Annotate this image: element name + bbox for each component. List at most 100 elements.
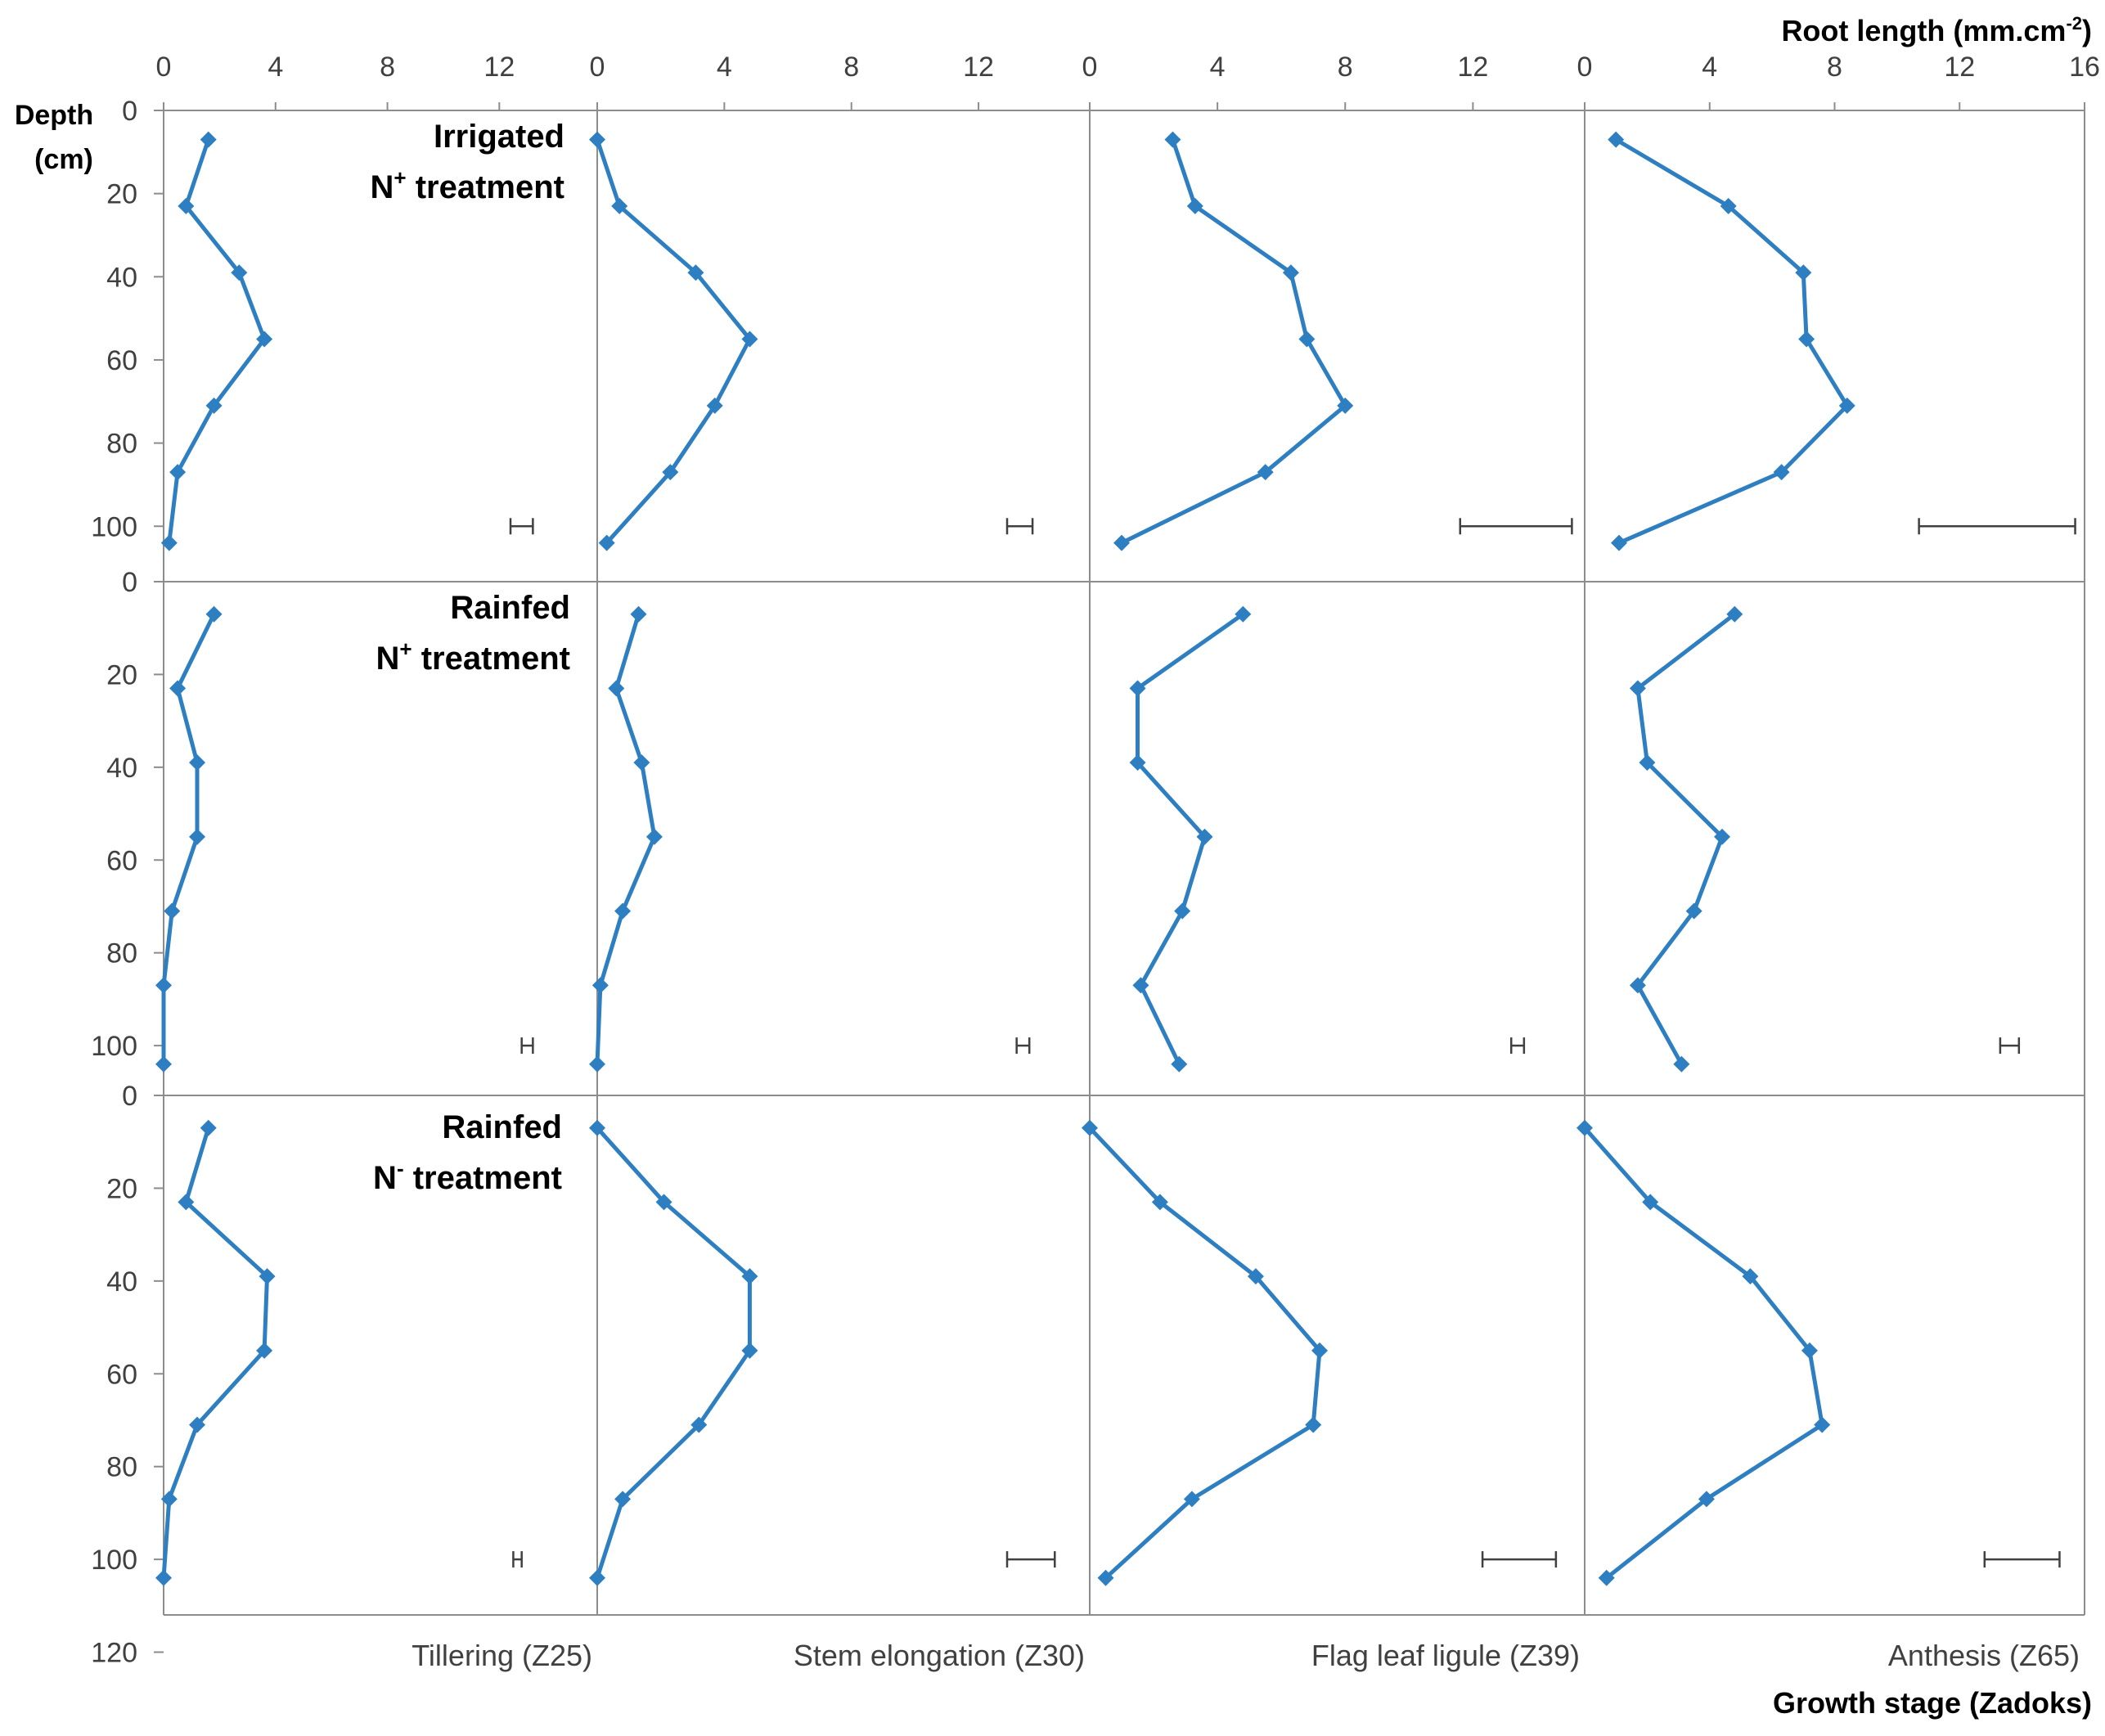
y-axis-title-unit: (cm): [34, 144, 93, 175]
x-tick-label: 12: [1457, 52, 1488, 83]
data-point: [645, 828, 663, 845]
series-line: [595, 613, 657, 1064]
data-point: [1305, 1416, 1322, 1433]
data-point: [1082, 1119, 1098, 1136]
y-tick-label: 60: [106, 345, 137, 376]
data-point: [1235, 605, 1252, 623]
y-tick-label: 20: [106, 1173, 137, 1204]
data-point: [1714, 828, 1731, 845]
data-point: [1282, 264, 1299, 281]
data-point: [1174, 902, 1191, 920]
error-bar: [1005, 1551, 1056, 1568]
series-line: [161, 613, 216, 1064]
data-point: [189, 828, 206, 845]
growth-stage-label: Flag leaf ligule (Z39): [1311, 1639, 1580, 1672]
x-footer-title: Growth stage (Zadoks): [1773, 1686, 2092, 1720]
series-line: [1583, 1127, 1824, 1580]
error-bar: [1005, 518, 1034, 535]
data-point: [1726, 605, 1743, 623]
data-point: [1598, 1569, 1615, 1586]
y-tick-label: 0: [122, 567, 137, 598]
y-tick-label: 40: [106, 262, 137, 293]
error-bar: [1983, 1551, 2061, 1568]
growth-stage-label: Tillering (Z25): [412, 1639, 592, 1672]
x-tick-label: 12: [1944, 52, 1975, 83]
data-point: [1183, 1491, 1200, 1508]
x-tick-label: 8: [1827, 52, 1842, 83]
data-point: [178, 1194, 195, 1211]
growth-stage-label: Stem elongation (Z30): [794, 1639, 1085, 1672]
data-point: [687, 264, 704, 281]
x-tick-label: 0: [1082, 52, 1098, 83]
treatment-nutrient: N: [376, 641, 400, 677]
data-point: [1196, 828, 1213, 845]
y-tick-label: 0: [122, 96, 137, 127]
treatment-sign: +: [399, 636, 412, 661]
data-point: [1698, 1491, 1715, 1508]
y-tick-label: 20: [106, 179, 137, 210]
data-point: [662, 464, 679, 481]
data-point: [1629, 977, 1646, 994]
series-line: [1088, 1126, 1322, 1580]
data-point: [1164, 131, 1181, 148]
data-point: [259, 1268, 276, 1285]
y-tick-label: 60: [106, 845, 137, 876]
data-point: [1129, 754, 1146, 771]
series-line: [595, 1127, 752, 1579]
data-point: [690, 1416, 708, 1433]
data-point: [200, 131, 217, 148]
data-point: [1773, 464, 1790, 481]
treatment-word: treatment: [407, 169, 564, 205]
data-point: [1629, 680, 1646, 697]
treatment-sign: +: [394, 165, 406, 190]
treatment-label-line1: Irrigated: [434, 119, 564, 155]
data-point: [189, 1416, 206, 1433]
y-tick-label: 20: [106, 659, 137, 690]
data-point: [655, 1194, 672, 1211]
axis-ticks: 0 4 8 12 0 4 8 12 0 4 8 12 0 4 8 12 16020406080100020406…: [91, 52, 2100, 1669]
data-point: [1685, 902, 1702, 920]
data-point: [155, 1569, 172, 1586]
x-axis-title: Root length (mm.cm-2): [1781, 13, 2092, 47]
treatment-label-line1: Rainfed: [442, 1109, 562, 1145]
error-bar: [1015, 1037, 1031, 1055]
y-tick-label: 40: [106, 753, 137, 784]
x-tick-label: 0: [156, 52, 172, 83]
data-point: [1673, 1055, 1690, 1073]
y-tick-label: 80: [106, 1452, 137, 1483]
y-tick-label: 100: [91, 1545, 137, 1576]
x-tick-label: 4: [1210, 52, 1226, 83]
data-point: [155, 977, 172, 994]
data-point: [1742, 1268, 1759, 1285]
data-point: [741, 1268, 758, 1285]
data-point: [1311, 1342, 1329, 1359]
x-tick-label: 4: [268, 52, 283, 83]
data-point: [1337, 397, 1354, 414]
data-point: [205, 397, 223, 414]
data-point: [1186, 197, 1203, 214]
series-line: [1136, 612, 1244, 1065]
error-bar: [509, 518, 534, 535]
y-tick-label: 40: [106, 1266, 137, 1298]
x-tick-label: 8: [843, 52, 859, 83]
data-point: [1113, 534, 1131, 551]
data-point: [1171, 1055, 1188, 1073]
y-tick-label: 120: [91, 1638, 137, 1669]
data-point: [608, 680, 625, 697]
data-point: [164, 902, 181, 920]
data-point: [155, 1055, 172, 1073]
series-line: [167, 138, 267, 543]
y-tick-label: 100: [91, 511, 137, 542]
data-point: [169, 680, 187, 697]
data-point: [614, 902, 632, 920]
data-point: [741, 331, 758, 348]
data-point: [1814, 1416, 1831, 1433]
data-point: [589, 1055, 605, 1073]
data-point: [1642, 1194, 1659, 1211]
data-point: [611, 197, 628, 214]
data-point: [1132, 977, 1149, 994]
x-tick-label: 0: [590, 52, 605, 83]
treatment-nutrient: N: [371, 169, 394, 205]
data-point: [614, 1491, 632, 1508]
